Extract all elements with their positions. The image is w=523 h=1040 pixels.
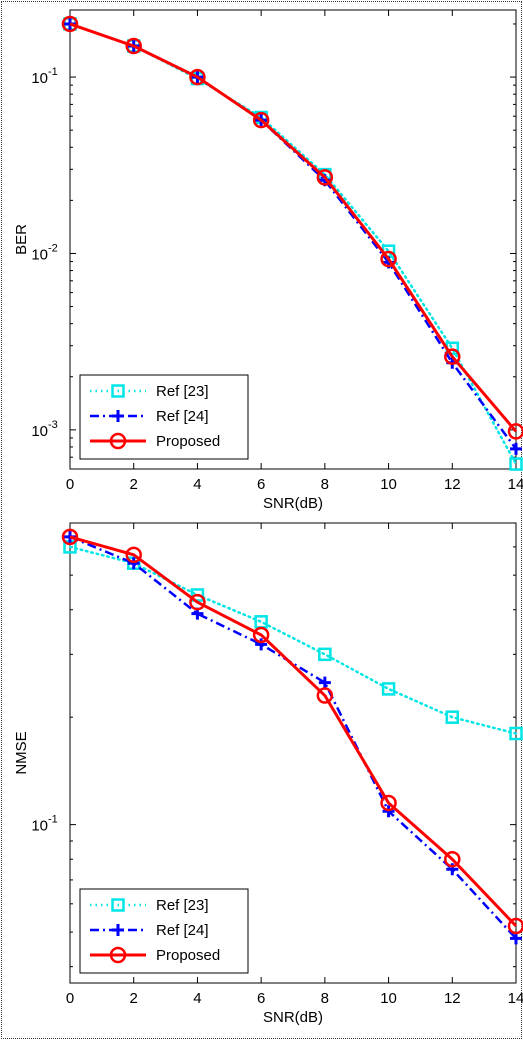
y-tick-label: 10 -1 — [31, 814, 57, 835]
legend-entry-ref-23: Ref [23] — [90, 897, 209, 914]
data-point-proposed — [507, 917, 523, 935]
x-tick-label: 8 — [321, 476, 329, 493]
data-point-proposed — [380, 794, 397, 812]
data-point-proposed — [189, 593, 206, 611]
legend-label: Ref [23] — [156, 897, 209, 914]
legend-entry-proposed: Proposed — [90, 946, 220, 964]
x-tick-label: 6 — [257, 476, 265, 493]
legend: Ref [23] Ref [24] Proposed — [79, 374, 249, 460]
legend-entry-ref-24: Ref [24] — [90, 922, 209, 939]
data-point-proposed — [189, 68, 206, 86]
data-point-ref-24 — [510, 442, 522, 455]
data-point-proposed — [444, 850, 461, 868]
legend-marker — [109, 946, 127, 964]
data-point-ref-23 — [509, 457, 523, 471]
data-point-ref-24 — [255, 638, 268, 651]
data-point-proposed — [444, 348, 461, 365]
x-tick-label: 12 — [444, 990, 461, 1007]
data-point-proposed — [252, 111, 270, 129]
legend-label: Ref [24] — [156, 922, 209, 939]
x-tick-label: 2 — [130, 476, 138, 493]
x-axis-label: SNR(dB) — [263, 495, 323, 512]
x-axis-label: SNR(dB) — [263, 1009, 323, 1026]
y-tick-label: 10 -2 — [31, 242, 57, 263]
x-tick-label: 0 — [66, 990, 74, 1007]
legend-box — [79, 374, 249, 460]
legend-marker — [111, 384, 125, 398]
legend-label: Ref [24] — [156, 408, 209, 425]
y-tick-label-exponent: -1 — [48, 814, 58, 826]
series-line-ref-24 — [69, 535, 517, 940]
data-point-ref-24 — [382, 805, 395, 818]
legend-entry-proposed: Proposed — [90, 432, 220, 450]
data-point-ref-24 — [510, 932, 522, 945]
legend-marker — [109, 432, 127, 450]
series-line-proposed — [69, 22, 518, 433]
series-proposed — [61, 528, 523, 935]
data-point-proposed — [61, 528, 79, 546]
data-point-proposed — [507, 423, 523, 440]
data-point-proposed — [316, 687, 334, 704]
legend-entry-ref-23: Ref [23] — [90, 383, 209, 400]
data-point-proposed — [316, 169, 334, 186]
data-point-ref-23 — [318, 647, 332, 662]
x-tick-label: 10 — [380, 990, 397, 1007]
series-ref-24 — [64, 530, 522, 945]
y-tick-label-base: 10 — [31, 423, 48, 440]
y-tick-label-base: 10 — [31, 818, 48, 835]
legend-marker — [112, 924, 124, 936]
y-tick-label-exponent: -2 — [48, 242, 58, 254]
data-point-proposed — [252, 626, 270, 644]
x-tick-label: 14 — [508, 476, 523, 493]
legend-label: Proposed — [156, 947, 220, 964]
legend-marker — [111, 898, 125, 912]
x-tick-label: 6 — [257, 990, 265, 1007]
x-tick-label: 8 — [321, 990, 329, 1007]
x-tick-label: 0 — [66, 476, 74, 493]
x-tick-label: 10 — [380, 476, 397, 493]
data-point-proposed — [380, 250, 397, 268]
data-point-ref-23 — [509, 726, 523, 741]
x-tick-label: 14 — [508, 990, 523, 1007]
y-tick-label-exponent: -3 — [48, 419, 58, 431]
x-tick-label: 4 — [193, 990, 201, 1007]
series-line-proposed — [69, 535, 518, 928]
data-point-proposed — [125, 37, 142, 55]
y-axis-label: BER — [13, 224, 30, 255]
data-point-ref-24 — [127, 557, 140, 570]
data-point-ref-23 — [445, 710, 460, 724]
legend-label: Ref [23] — [156, 383, 209, 400]
series-line-ref-23 — [68, 545, 518, 735]
y-tick-label: 10 -3 — [31, 419, 57, 440]
data-point-ref-23 — [381, 682, 396, 696]
data-point-ref-24 — [318, 676, 331, 689]
y-axis-label: NMSE — [13, 731, 30, 774]
x-tick-label: 12 — [444, 476, 461, 493]
x-tick-label: 4 — [193, 476, 201, 493]
legend-label: Proposed — [156, 433, 220, 450]
x-tick-label: 2 — [130, 990, 138, 1007]
data-point-proposed — [125, 546, 142, 564]
y-tick-label-exponent: -1 — [48, 66, 58, 78]
series-proposed — [61, 15, 523, 440]
legend-marker — [112, 410, 124, 422]
data-point-proposed — [61, 15, 79, 33]
y-tick-label-base: 10 — [31, 70, 48, 87]
y-tick-label-base: 10 — [31, 246, 48, 263]
legend-box — [79, 888, 249, 974]
y-tick-label: 10 -1 — [31, 66, 57, 87]
legend-entry-ref-24: Ref [24] — [90, 408, 209, 425]
legend: Ref [23] Ref [24] Proposed — [79, 888, 249, 974]
